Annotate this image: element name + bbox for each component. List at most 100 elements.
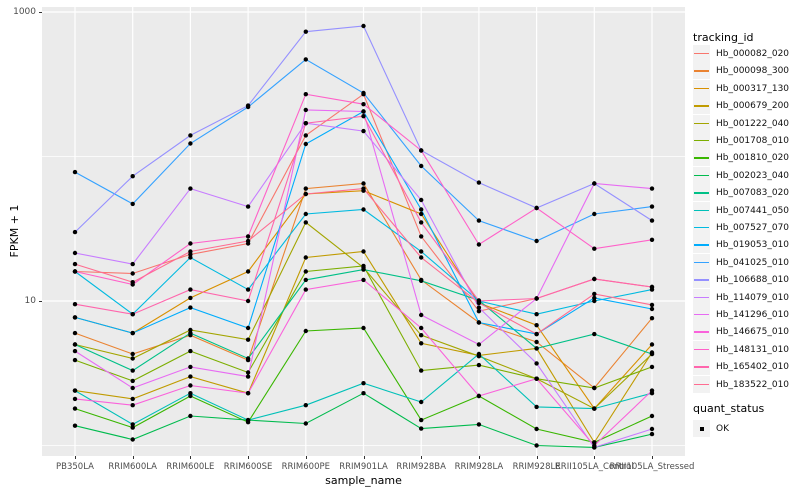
data-point [130,396,135,402]
data-point [72,348,78,354]
legend-label: Hb_165402_010 [716,362,790,373]
x-tick-mark [305,456,307,459]
legend-swatch-line [694,209,709,211]
legend-label: Hb_007441_050 [716,205,790,216]
data-point [534,339,539,345]
legend-swatch-line [694,279,709,281]
data-point [361,381,366,386]
data-point [130,312,135,317]
series-points-Hb_041025_010 [72,57,655,244]
data-point [303,186,308,191]
legend-label: Hb_106688_010 [716,275,790,286]
legend-swatch-line [694,53,709,55]
data-point [649,204,655,209]
data-point [592,211,597,217]
legend-key [693,166,710,184]
legend-key [693,358,710,376]
data-point [476,342,482,347]
data-point [419,249,424,254]
data-point [419,211,424,217]
data-point [419,333,424,338]
data-point [130,385,135,391]
quant-ok-label: OK [716,424,729,434]
data-point [361,128,366,134]
data-point [419,148,424,153]
series-points-Hb_141296_010 [72,107,655,391]
data-point [130,271,135,276]
data-point [303,57,308,62]
quant-legend-title: quant_status [693,402,765,415]
data-point [245,204,251,209]
data-point [245,298,251,304]
data-point [245,269,251,274]
quant-ok-key [693,420,710,437]
legend-label: Hb_001708_010 [716,136,790,146]
legend-swatch-line [694,157,709,159]
x-tick-label: RRIM600PE [281,462,330,472]
data-point [130,201,135,207]
legend-key [693,271,710,289]
data-point [188,241,193,246]
x-tick-label: RRIM928LA [454,462,504,472]
x-tick-label: RRIM928LE [512,462,561,472]
x-tick-label: RRIM600SE [223,462,273,472]
data-point [592,406,597,411]
data-point [361,249,366,254]
legend-key [693,236,710,254]
data-point [649,186,655,191]
x-tick-mark [594,456,596,459]
data-point [188,295,193,301]
data-point [130,422,135,427]
data-point [303,269,308,274]
legend-key [693,253,710,271]
data-point [303,287,308,292]
data-point [419,368,424,373]
data-point [245,391,251,396]
legend-swatch-line [694,174,709,177]
data-point [245,356,251,361]
data-point [534,331,539,337]
legend-swatch-line [694,122,709,124]
legend-label: Hb_141296_010 [716,310,790,320]
data-point [592,443,597,448]
data-point [188,141,193,146]
data-point [245,325,251,331]
data-point [361,109,366,114]
legend-swatch-line [694,87,709,90]
data-point [419,163,424,169]
data-point [130,403,135,408]
x-axis-title: sample_name [325,474,402,487]
data-point [419,325,424,331]
data-point [303,191,308,197]
series-points-Hb_165402_010 [72,114,655,317]
legend-key [693,340,710,358]
data-point [419,341,424,346]
data-point [476,320,482,325]
legend-label: Hb_007083_020 [716,188,790,199]
legend-label: Hb_041025_010 [716,257,790,268]
data-point [188,186,193,191]
data-point [592,298,597,304]
legend-label: Hb_000082_020 [716,49,790,59]
data-point [592,385,597,391]
x-tick-label: PB350LA [56,462,94,472]
data-point [476,218,482,223]
data-point [419,255,424,260]
data-point [130,425,135,430]
data-point [188,413,193,419]
data-point [476,300,482,306]
quant-ok-point-icon [699,426,704,431]
data-point [419,234,424,239]
data-point [188,330,193,336]
data-point [361,325,366,331]
data-point [303,29,308,34]
legend-swatch-line [694,192,709,194]
x-tick-mark [132,456,134,459]
legend-label: Hb_001810_020 [716,153,790,164]
data-point [649,351,655,357]
data-point [649,413,655,419]
x-tick-mark [478,456,480,459]
x-tick-label: RRIM928BA [396,462,446,472]
legend-label: Hb_000679_200 [716,101,790,112]
data-point [534,443,539,448]
